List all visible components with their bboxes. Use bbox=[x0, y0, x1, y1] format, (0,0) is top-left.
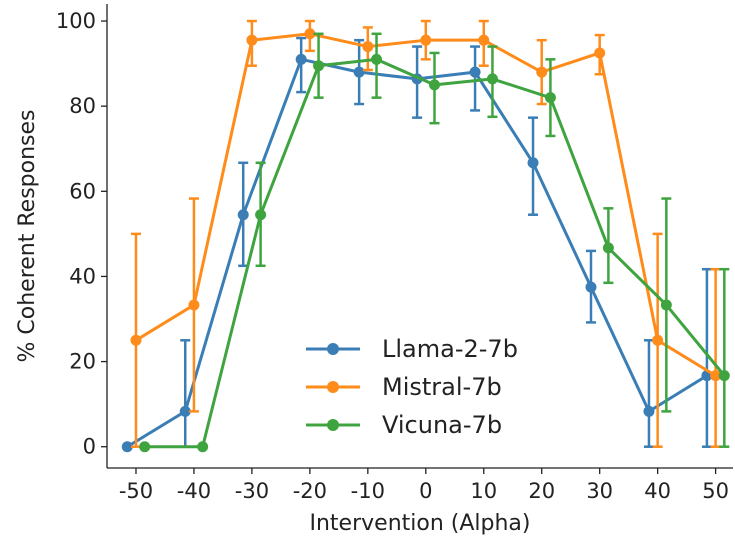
x-tick-label: 0 bbox=[419, 479, 432, 503]
data-point bbox=[585, 281, 597, 293]
data-point bbox=[246, 34, 258, 46]
data-point bbox=[544, 92, 556, 104]
series-vicuna-7b bbox=[139, 32, 730, 453]
series-line bbox=[135, 32, 717, 377]
y-tick-label: 20 bbox=[69, 350, 96, 374]
y-tick-label: 100 bbox=[56, 9, 96, 33]
x-tick-label: -50 bbox=[119, 479, 153, 503]
data-point bbox=[255, 209, 267, 221]
legend: Llama-2-7b Mistral-7b Vicuna-7b bbox=[306, 335, 518, 439]
data-point bbox=[428, 79, 440, 91]
legend-item: Mistral-7b bbox=[306, 373, 502, 401]
data-point bbox=[710, 370, 722, 382]
x-tick-label: -10 bbox=[351, 479, 385, 503]
data-point bbox=[121, 441, 133, 453]
legend-swatch-marker bbox=[327, 419, 339, 431]
data-point bbox=[139, 441, 151, 453]
x-tick-label: 40 bbox=[644, 479, 671, 503]
data-point bbox=[643, 405, 655, 417]
data-point bbox=[237, 209, 249, 221]
legend-label: Vicuna-7b bbox=[382, 411, 502, 439]
data-point bbox=[527, 157, 539, 169]
data-point bbox=[602, 242, 614, 254]
y-tick-label: 60 bbox=[69, 179, 96, 203]
data-point bbox=[718, 370, 730, 382]
legend-item: Vicuna-7b bbox=[306, 411, 502, 439]
data-point bbox=[313, 60, 325, 72]
data-point bbox=[188, 299, 200, 311]
data-point bbox=[594, 47, 606, 59]
data-point bbox=[179, 405, 191, 417]
data-point bbox=[536, 66, 548, 78]
data-point bbox=[130, 334, 142, 346]
data-point bbox=[304, 28, 316, 40]
y-tick-label: 0 bbox=[83, 435, 96, 459]
legend-label: Mistral-7b bbox=[382, 373, 502, 401]
x-tick-label: 10 bbox=[470, 479, 497, 503]
data-point bbox=[197, 441, 209, 453]
x-tick-label: 50 bbox=[702, 479, 729, 503]
data-point bbox=[362, 41, 374, 53]
data-point bbox=[420, 34, 432, 46]
y-axis-title: % Coherent Responses bbox=[15, 110, 40, 363]
legend-swatch-marker bbox=[327, 343, 339, 355]
data-point bbox=[652, 334, 664, 346]
legend-item: Llama-2-7b bbox=[306, 335, 518, 363]
x-tick-label: -20 bbox=[293, 479, 327, 503]
data-point bbox=[371, 53, 383, 65]
series-mistral-7b bbox=[130, 19, 722, 448]
data-point bbox=[469, 66, 481, 78]
y-tick-label: 80 bbox=[69, 94, 96, 118]
x-tick-label: 30 bbox=[586, 479, 613, 503]
y-tick-label: 40 bbox=[69, 264, 96, 288]
x-axis-title: Intervention (Alpha) bbox=[310, 511, 531, 536]
x-tick-label: 20 bbox=[528, 479, 555, 503]
data-point bbox=[478, 34, 490, 46]
data-point bbox=[486, 73, 498, 85]
x-tick-label: -40 bbox=[177, 479, 211, 503]
legend-swatch-marker bbox=[327, 381, 339, 393]
plot-area bbox=[121, 19, 730, 453]
data-point bbox=[295, 53, 307, 65]
data-point bbox=[660, 299, 672, 311]
data-point bbox=[353, 66, 365, 78]
series-llama-2-7b bbox=[121, 36, 713, 453]
legend-label: Llama-2-7b bbox=[382, 335, 518, 363]
x-tick-label: -30 bbox=[235, 479, 269, 503]
x-axis-ticks: -50 -40 -30 -20 -10 0 10 20 30 40 50 bbox=[119, 468, 729, 503]
y-axis-ticks: 0 20 40 60 80 100 bbox=[56, 9, 107, 459]
